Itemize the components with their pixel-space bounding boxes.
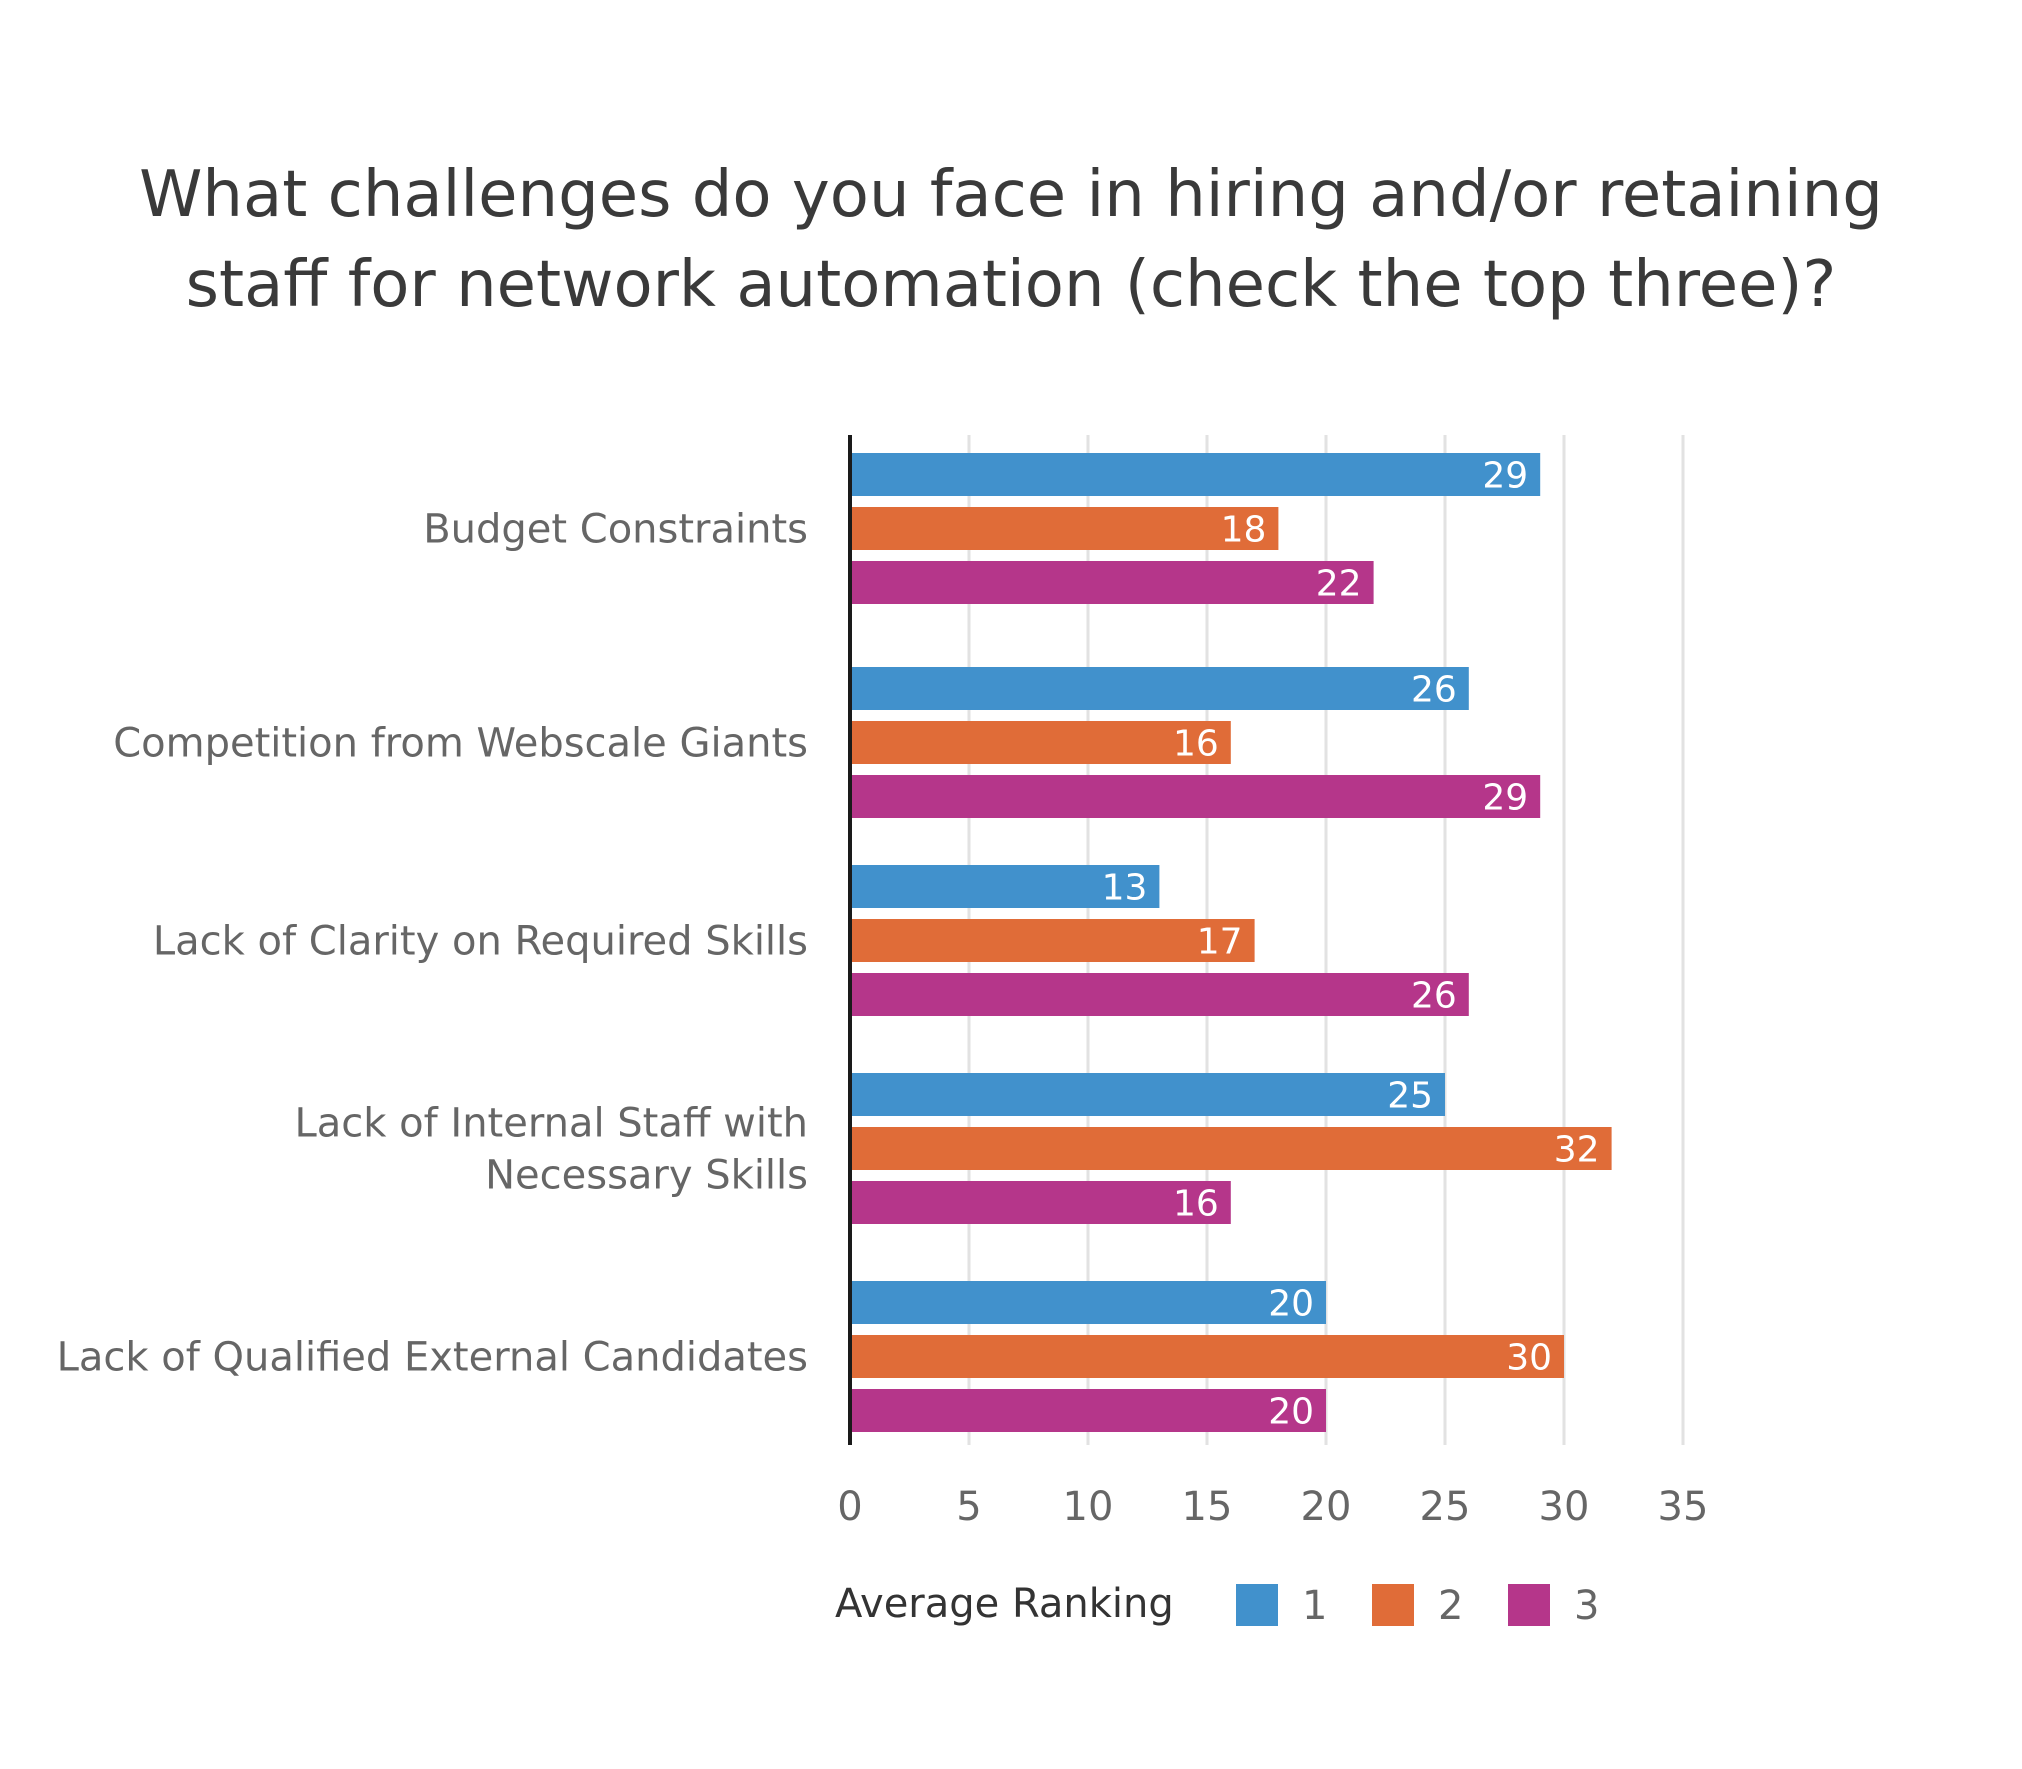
data-label: 20 xyxy=(1268,1392,1314,1433)
category-label: Lack of Clarity on Required Skills xyxy=(153,919,808,965)
bar xyxy=(850,775,1541,818)
data-label: 30 xyxy=(1506,1338,1552,1379)
legend-swatch xyxy=(1236,1584,1278,1626)
data-label: 22 xyxy=(1316,564,1362,605)
x-tick-label: 35 xyxy=(1658,1484,1709,1530)
x-tick-label: 30 xyxy=(1539,1484,1590,1530)
legend-label: 3 xyxy=(1574,1583,1599,1629)
data-label: 26 xyxy=(1411,670,1457,711)
bar xyxy=(850,1073,1445,1116)
bars: 29 18 22 26 16 29 13 17 26 25 32 16 20 30 20 xyxy=(850,453,1612,1433)
x-tick-label: 20 xyxy=(1301,1484,1352,1530)
bar xyxy=(850,865,1160,908)
category-label: Competition from Webscale Giants xyxy=(113,721,808,767)
data-label: 13 xyxy=(1102,868,1148,909)
legend-swatch xyxy=(1508,1584,1550,1626)
x-tick-label: 0 xyxy=(837,1484,862,1530)
legend-label: 1 xyxy=(1302,1583,1327,1629)
bar xyxy=(850,453,1541,496)
data-label: 17 xyxy=(1197,922,1243,963)
bar xyxy=(850,667,1469,710)
x-tick-labels: 0 5 10 15 20 25 30 35 xyxy=(837,1484,1708,1530)
category-labels: Budget Constraints Competition from Websc… xyxy=(57,507,808,1381)
x-tick-label: 25 xyxy=(1420,1484,1471,1530)
data-label: 18 xyxy=(1221,510,1267,551)
bar xyxy=(850,1335,1564,1378)
data-label: 26 xyxy=(1411,976,1457,1017)
data-label: 29 xyxy=(1482,778,1528,819)
data-label: 16 xyxy=(1173,724,1219,765)
bar xyxy=(850,507,1279,550)
data-label: 32 xyxy=(1554,1130,1600,1171)
bar xyxy=(850,1181,1231,1224)
bar xyxy=(850,1389,1326,1432)
category-label: Lack of Internal Staff with xyxy=(294,1101,808,1147)
bar xyxy=(850,1281,1326,1324)
x-tick-label: 10 xyxy=(1063,1484,1114,1530)
chart-title-line-2: staff for network automation (check the … xyxy=(185,248,1837,322)
bar xyxy=(850,561,1374,604)
legend-title: Average Ranking xyxy=(835,1581,1174,1627)
bar xyxy=(850,973,1469,1016)
chart-title: What challenges do you face in hiring an… xyxy=(0,150,2022,330)
bar xyxy=(850,721,1231,764)
data-label: 16 xyxy=(1173,1184,1219,1225)
category-label: Budget Constraints xyxy=(423,507,808,553)
x-tick-label: 5 xyxy=(956,1484,981,1530)
category-label: Lack of Qualified External Candidates xyxy=(57,1335,808,1381)
legend-swatch xyxy=(1372,1584,1414,1626)
category-label: Necessary Skills xyxy=(485,1153,808,1199)
bar xyxy=(850,1127,1612,1170)
data-label: 29 xyxy=(1482,456,1528,497)
bar xyxy=(850,919,1255,962)
data-label: 25 xyxy=(1387,1076,1433,1117)
x-tick-label: 15 xyxy=(1182,1484,1233,1530)
data-label: 20 xyxy=(1268,1284,1314,1325)
chart-title-line-1: What challenges do you face in hiring an… xyxy=(139,158,1883,232)
legend: Average Ranking 1 2 3 xyxy=(835,1581,1599,1629)
legend-label: 2 xyxy=(1438,1583,1463,1629)
